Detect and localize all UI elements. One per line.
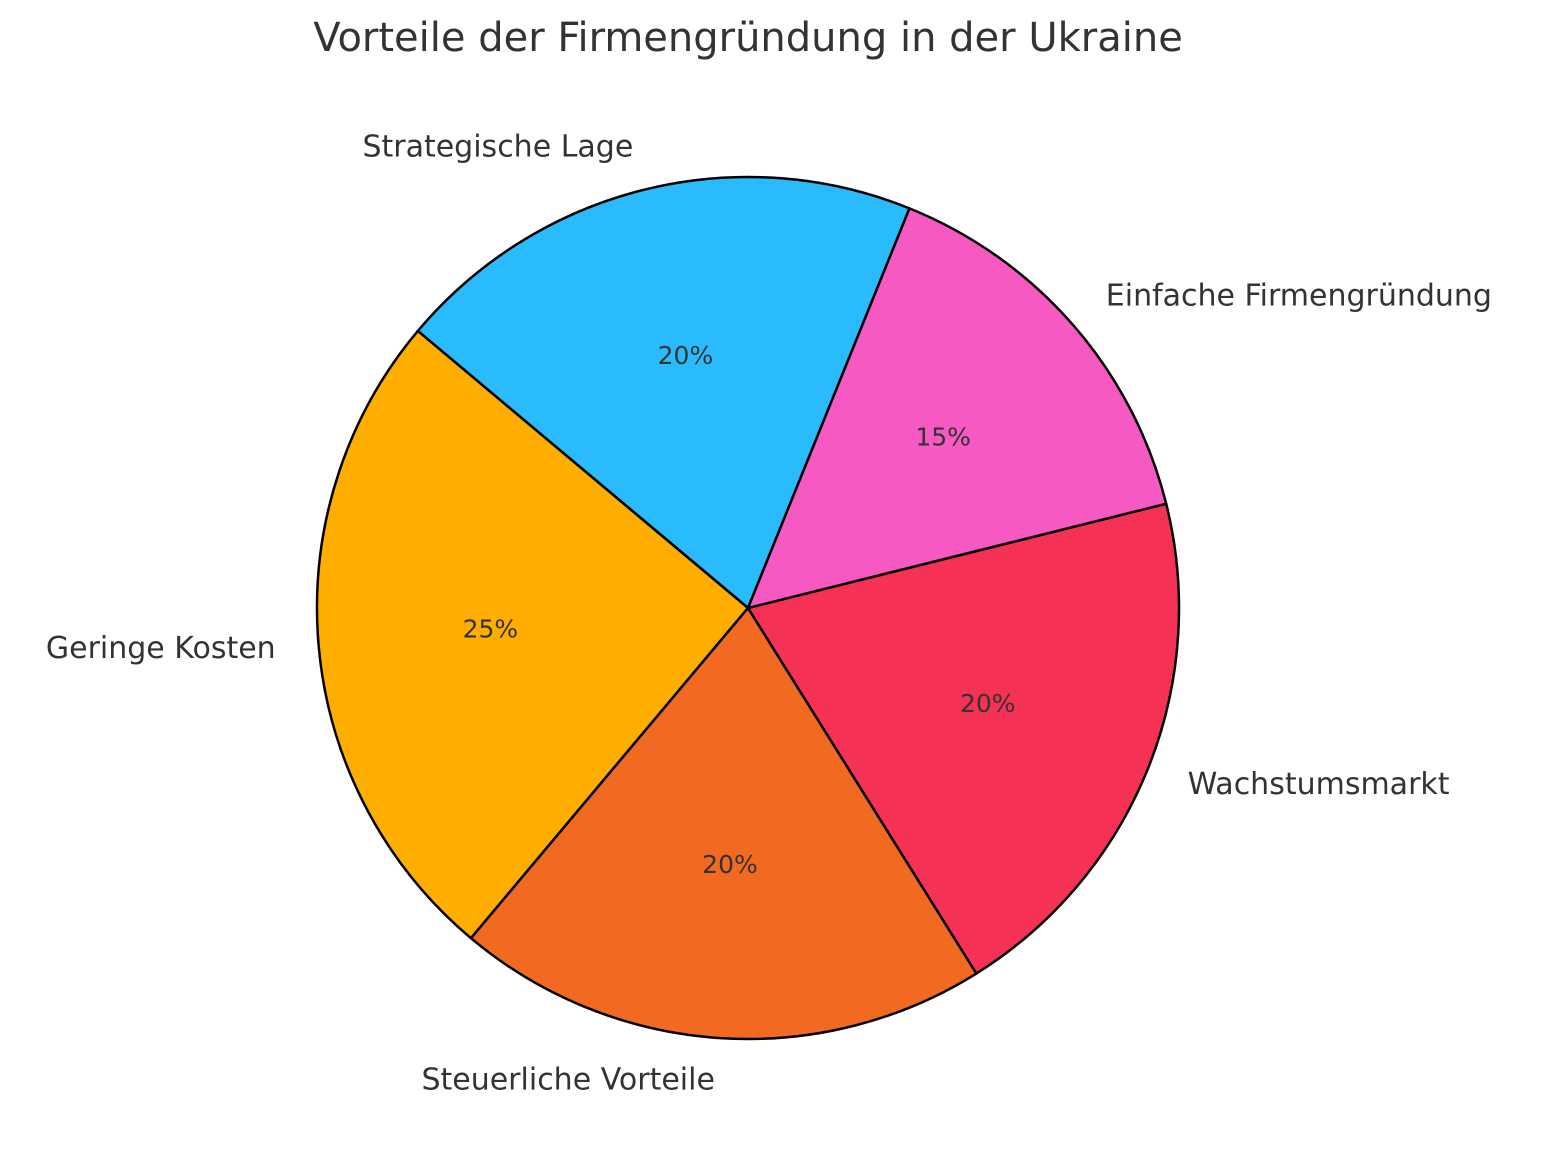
value-label: 25%	[463, 615, 519, 644]
slice-label: Geringe Kosten	[46, 631, 276, 666]
slice-label: Einfache Firmengründung	[1106, 278, 1492, 313]
value-label: 20%	[702, 850, 758, 879]
pie-slice	[416, 175, 911, 610]
chart-title: Vorteile der Firmengründung in der Ukrai…	[313, 15, 1183, 61]
value-label: 20%	[658, 341, 714, 370]
value-label: 20%	[960, 689, 1016, 718]
slice-label: Steuerliche Vorteile	[421, 1062, 714, 1097]
slice-label: Wachstumsmarkt	[1188, 767, 1450, 802]
pie-slice	[746, 502, 1181, 975]
pie-slice	[469, 606, 978, 1041]
pie-slice	[746, 207, 1168, 610]
slice-label: Strategische Lage	[362, 129, 633, 164]
pie-slice	[315, 329, 750, 940]
value-label: 15%	[915, 422, 971, 451]
